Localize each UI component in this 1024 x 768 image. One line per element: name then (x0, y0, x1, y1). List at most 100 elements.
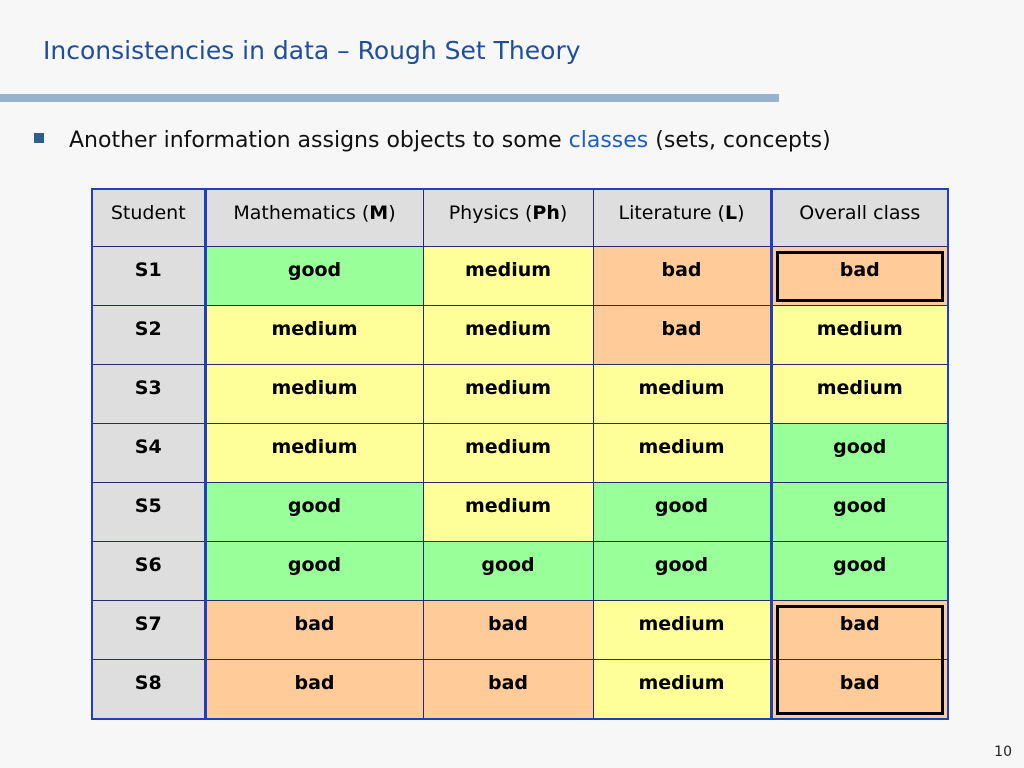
cell-value: bad (294, 613, 335, 635)
bullet-text-end: (sets, concepts) (648, 128, 831, 153)
column-header: Student (91, 188, 206, 247)
column-header: Literature (L) (592, 188, 773, 247)
cell-value: good (481, 554, 535, 576)
column-header-label: Physics ( (448, 202, 533, 224)
column-header-tail: ) (388, 202, 396, 224)
column-header-abbrev: Ph (532, 202, 560, 224)
cell-value: medium (464, 436, 552, 458)
column-header-label: Overall class (799, 202, 921, 224)
grade-cell: good (592, 482, 773, 542)
grade-cell: bad (592, 305, 773, 365)
overall-class-cell: bad (770, 658, 949, 720)
cell-value: good (654, 554, 709, 576)
table-row: S2 medium medium bad medium (91, 305, 949, 365)
overall-class-cell: good (770, 423, 949, 483)
grade-cell: medium (203, 305, 424, 365)
cell-value: bad (294, 672, 335, 694)
overall-class-cell: good (770, 541, 949, 601)
cell-value: medium (638, 672, 725, 694)
student-grades-table: Student Mathematics (M) Physics (Ph) Litera… (91, 188, 949, 720)
grade-cell: bad (422, 659, 594, 720)
cell-value: medium (464, 495, 552, 517)
column-header-tail: ) (559, 202, 568, 224)
column-header-label: Literature ( (618, 202, 725, 224)
column-header: Mathematics (M) (203, 188, 424, 247)
page-number: 10 (994, 744, 1012, 760)
column-header: Physics (Ph) (422, 188, 594, 247)
cell-value: good (833, 495, 887, 517)
cell-value: medium (638, 377, 725, 399)
cell-value: medium (271, 318, 358, 340)
grade-cell: good (592, 541, 773, 601)
column-header-label: Mathematics ( (233, 202, 370, 224)
overall-class-cell: good (770, 482, 949, 542)
column-header-label: Student (110, 202, 186, 224)
column-header-tail: ) (737, 202, 745, 224)
grade-cell: medium (592, 364, 773, 424)
grade-cell: medium (592, 423, 773, 483)
table-row: S7 bad bad medium bad (91, 600, 949, 662)
cell-value: good (833, 436, 887, 458)
grade-cell: medium (422, 364, 594, 424)
bullet-highlight-classes: classes (568, 128, 649, 153)
cell-value: medium (464, 318, 552, 340)
student-cell: S5 (91, 482, 206, 542)
slide-title: Inconsistencies in data – Rough Set Theo… (43, 36, 581, 65)
student-cell: S7 (91, 600, 206, 660)
table-row: S5 good medium good good (91, 482, 949, 542)
cell-value: bad (839, 613, 880, 635)
student-cell: S6 (91, 541, 206, 601)
grade-cell: medium (422, 423, 594, 483)
cell-value: good (287, 495, 342, 517)
grade-cell: good (203, 541, 424, 601)
bullet-item: Another information assigns objects to s… (34, 128, 831, 153)
cell-value: medium (464, 259, 552, 281)
table-row: S6 good good good good (91, 541, 949, 601)
cell-value: bad (839, 259, 880, 281)
student-cell: S1 (91, 246, 206, 306)
cell-value: good (287, 554, 342, 576)
grade-cell: good (422, 541, 594, 601)
cell-value: bad (661, 259, 702, 281)
student-cell: S8 (91, 659, 206, 720)
cell-value: bad (487, 672, 529, 694)
student-cell: S4 (91, 423, 206, 483)
student-cell: S2 (91, 305, 206, 365)
grade-cell: medium (422, 305, 594, 365)
cell-value: medium (271, 436, 358, 458)
cell-value: medium (816, 377, 903, 399)
grade-cell: medium (203, 423, 424, 483)
student-cell: S3 (91, 364, 206, 424)
cell-value: bad (487, 613, 529, 635)
title-underline (0, 94, 779, 102)
grade-cell: bad (203, 600, 424, 660)
column-header: Overall class (770, 188, 949, 247)
grade-cell: medium (422, 246, 594, 306)
table-row: S3 medium medium medium medium (91, 364, 949, 424)
table-header-row: Student Mathematics (M) Physics (Ph) Litera… (91, 188, 949, 247)
cell-value: good (833, 554, 887, 576)
grade-cell: bad (422, 600, 594, 660)
table-row: S1 good medium bad bad (91, 246, 949, 306)
cell-value: medium (638, 613, 725, 635)
grade-cell: medium (592, 600, 773, 660)
column-header-abbrev: M (369, 202, 389, 224)
cell-value: bad (661, 318, 702, 340)
table-row: S8 bad bad medium bad (91, 658, 949, 720)
column-header-abbrev: L (724, 202, 738, 224)
overall-class-cell: medium (770, 364, 949, 424)
cell-value: good (287, 259, 342, 281)
cell-value: medium (271, 377, 358, 399)
grade-cell: medium (592, 659, 773, 720)
bullet-square-icon (34, 133, 44, 143)
grade-cell: bad (203, 659, 424, 720)
grade-cell: medium (203, 364, 424, 424)
cell-value: medium (816, 318, 903, 340)
grade-cell: good (203, 482, 424, 542)
grade-cell: good (203, 246, 424, 306)
cell-value: bad (839, 672, 880, 694)
overall-class-cell: bad (770, 600, 949, 662)
bullet-text-start: Another information assigns objects to s… (69, 128, 569, 153)
overall-class-cell: bad (770, 246, 949, 306)
cell-value: good (654, 495, 709, 517)
